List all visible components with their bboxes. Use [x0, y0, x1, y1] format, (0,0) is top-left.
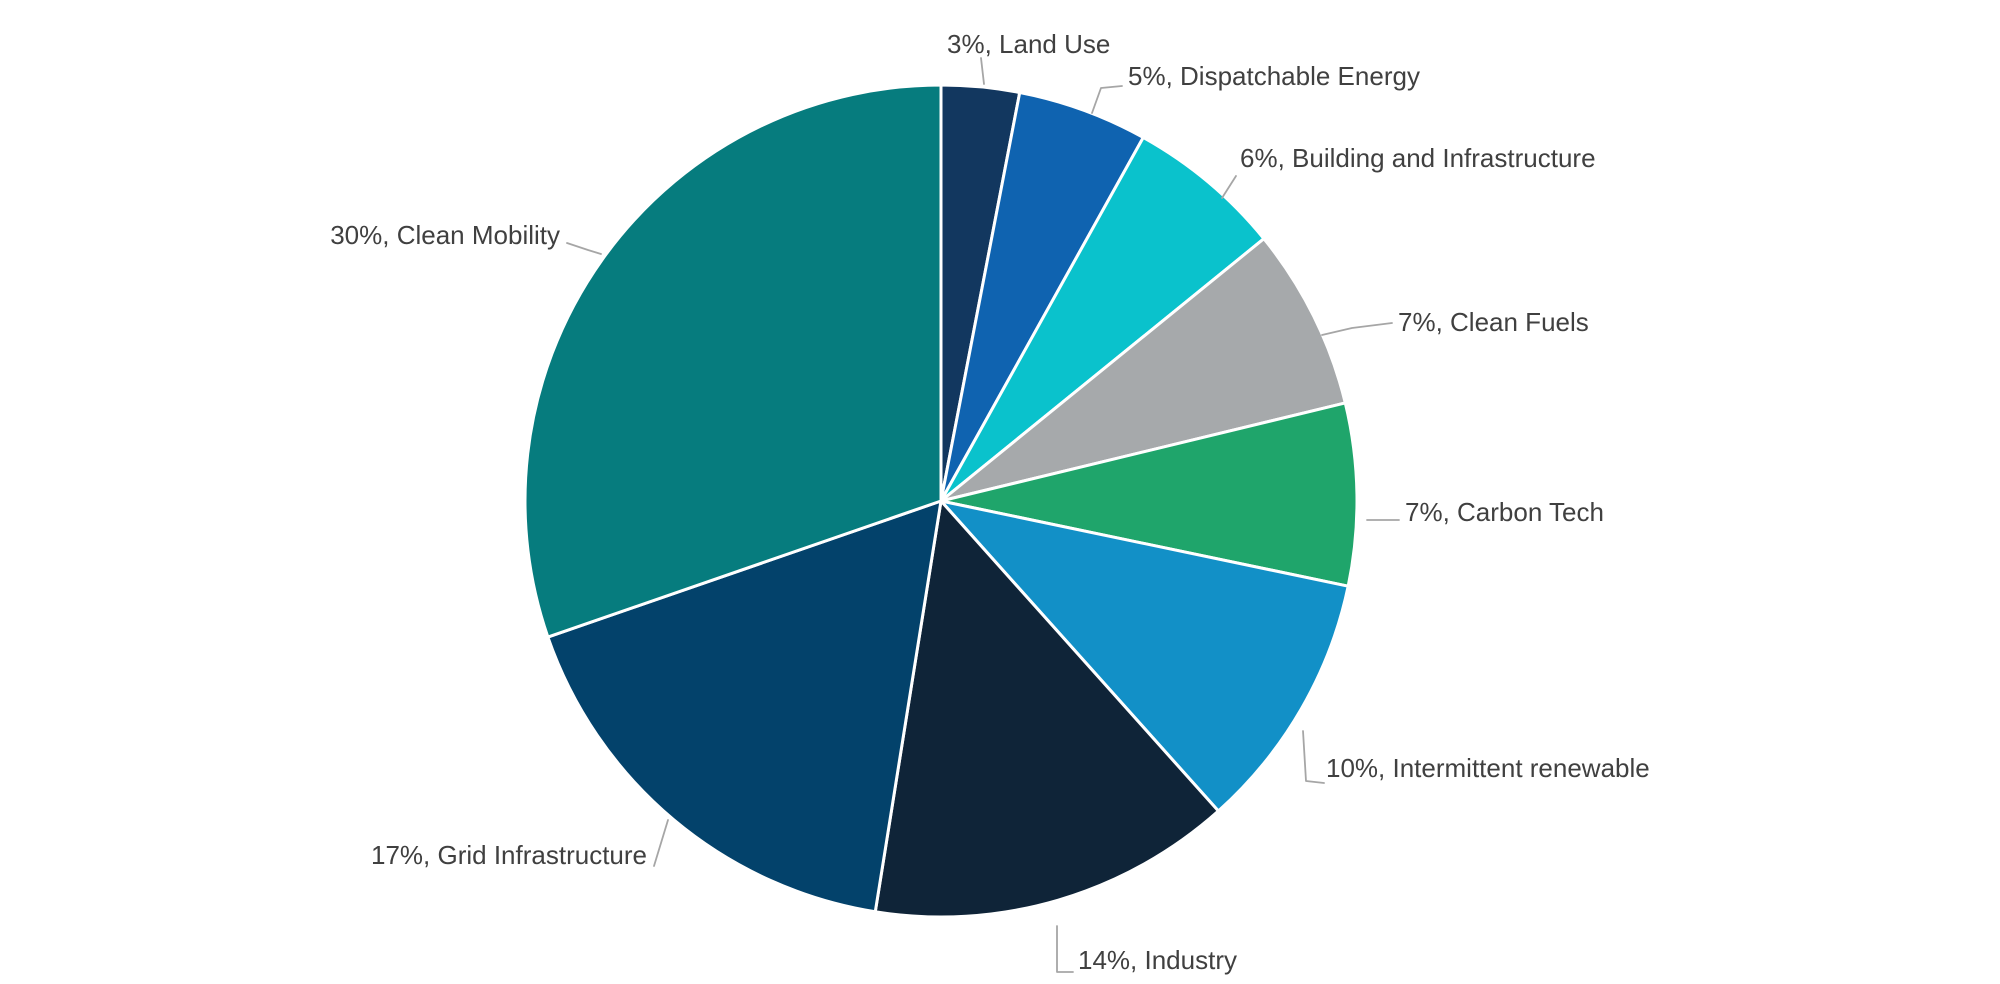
- leader-line-building-and-infrastructure: [1221, 175, 1237, 199]
- slice-label-carbon-tech: 7%, Carbon Tech: [1405, 497, 1604, 527]
- slice-label-land-use: 3%, Land Use: [947, 29, 1110, 59]
- leader-line-land-use: [980, 57, 985, 85]
- slice-label-clean-fuels: 7%, Clean Fuels: [1398, 307, 1589, 337]
- slice-label-intermittent-renewable: 10%, Intermittent renewable: [1326, 753, 1650, 783]
- slice-label-dispatchable-energy: 5%, Dispatchable Energy: [1128, 61, 1420, 91]
- leader-line-dispatchable-energy: [1091, 85, 1123, 114]
- pie-slice-building-and-infrastructure: [939, 135, 1266, 503]
- pie-slice-industry: [873, 499, 1220, 919]
- pie-slice-intermittent-renewable: [939, 499, 1350, 813]
- slice-label-clean-mobility: 30%, Clean Mobility: [330, 220, 560, 250]
- leader-line-clean-mobility: [566, 242, 602, 255]
- slice-label-industry: 14%, Industry: [1078, 945, 1237, 975]
- leader-line-intermittent-renewable: [1302, 730, 1325, 784]
- pie-slice-carbon-tech: [939, 401, 1359, 588]
- slice-label-grid-infrastructure: 17%, Grid Infrastructure: [371, 840, 647, 870]
- pie-slice-clean-fuels: [939, 237, 1347, 503]
- pie-slice-clean-mobility: [523, 83, 943, 639]
- slice-label-building-and-infrastructure: 6%, Building and Infrastructure: [1240, 143, 1596, 173]
- leader-line-clean-fuels: [1321, 322, 1393, 336]
- leader-line-industry: [1056, 925, 1074, 973]
- leader-line-grid-infrastructure: [653, 819, 669, 867]
